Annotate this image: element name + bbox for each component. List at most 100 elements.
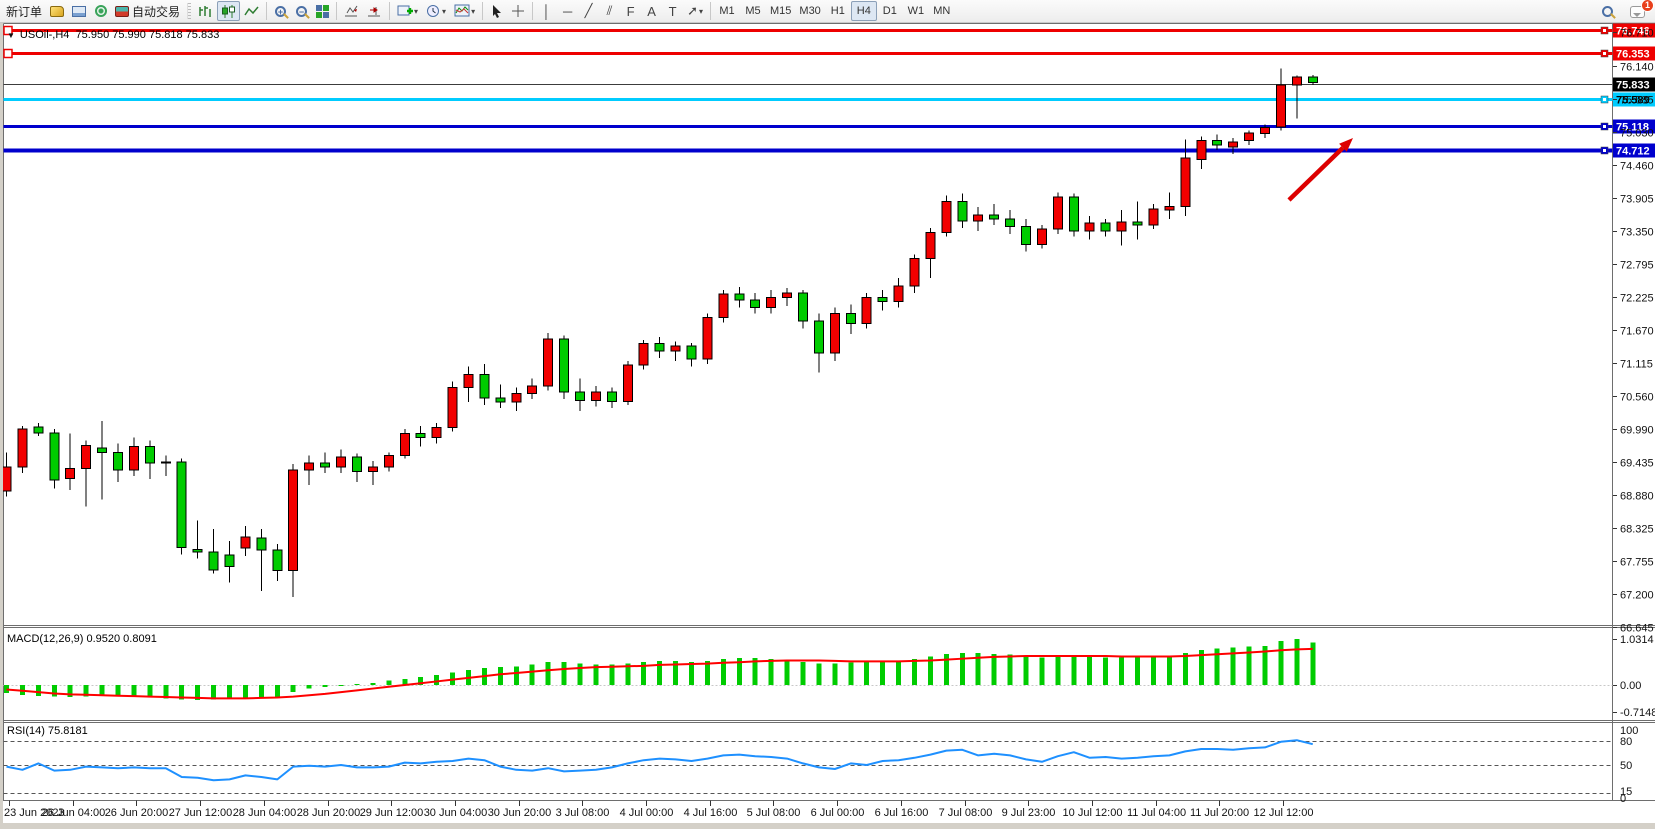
macd-bar bbox=[545, 661, 551, 685]
timeframe-mn[interactable]: MN bbox=[929, 1, 955, 21]
timeframe-m15[interactable]: M15 bbox=[766, 1, 795, 21]
timeframe-m5[interactable]: M5 bbox=[740, 1, 766, 21]
timeframe-w1[interactable]: W1 bbox=[903, 1, 929, 21]
symbol-dropdown-icon[interactable]: ▼ bbox=[7, 31, 15, 40]
candle bbox=[622, 364, 633, 403]
macd-bar bbox=[513, 666, 519, 685]
text-label-tool[interactable]: T bbox=[662, 1, 683, 21]
timeframe-m1[interactable]: M1 bbox=[714, 1, 740, 21]
timeframe-m30[interactable]: M30 bbox=[795, 1, 824, 21]
fibonacci-tool[interactable]: F bbox=[620, 1, 641, 21]
arrow-annotation[interactable] bbox=[1287, 138, 1353, 202]
candle bbox=[81, 444, 92, 469]
macd-bar bbox=[434, 675, 440, 685]
timeframe-h1[interactable]: H1 bbox=[825, 1, 851, 21]
candle bbox=[383, 454, 394, 468]
price-axis-label: 76.710 bbox=[1620, 28, 1654, 40]
market-watch-button[interactable] bbox=[68, 1, 90, 21]
macd-bar bbox=[1166, 655, 1172, 685]
candle bbox=[113, 451, 124, 471]
macd-indicator-label: MACD(12,26,9) 0.9520 0.8091 bbox=[7, 633, 157, 645]
zoom-out-button[interactable]: − bbox=[291, 1, 312, 21]
line-handle[interactable] bbox=[3, 48, 13, 59]
horizontal-line-tool[interactable]: ─ bbox=[557, 1, 578, 21]
time-axis-label: 30 Jun 20:00 bbox=[488, 807, 552, 819]
time-axis-label: 26 Jun 20:00 bbox=[105, 807, 169, 819]
candle bbox=[1084, 222, 1095, 232]
price-axis-label: 72.225 bbox=[1620, 293, 1654, 305]
arrows-tool[interactable]: ➚ ▾ bbox=[683, 1, 707, 21]
time-axis-label: 6 Jul 00:00 bbox=[811, 807, 865, 819]
candlestick-chart-button[interactable] bbox=[217, 1, 241, 21]
dropdown-arrow-icon: ▾ bbox=[414, 6, 419, 16]
notifications-button[interactable]: 1 bbox=[1626, 0, 1654, 22]
time-axis-label: 9 Jul 23:00 bbox=[1002, 807, 1056, 819]
crosshair-tool-button[interactable] bbox=[507, 1, 529, 21]
candle bbox=[1228, 141, 1239, 148]
macd-bar bbox=[577, 663, 583, 685]
new-order-button[interactable]: 新订单 bbox=[2, 1, 46, 21]
candle bbox=[1164, 206, 1175, 211]
candle bbox=[65, 467, 76, 479]
price-axis-label: 69.990 bbox=[1620, 425, 1654, 437]
macd-bar bbox=[1262, 645, 1268, 685]
chart-svg[interactable]: 76.74676.35375.83375.58975.11874.71276.7… bbox=[0, 23, 1655, 829]
window-edge-left bbox=[0, 23, 3, 829]
vertical-line-tool[interactable]: │ bbox=[536, 1, 557, 21]
cursor-tool-button[interactable] bbox=[486, 1, 507, 21]
trendline-tool[interactable]: ╱ bbox=[578, 1, 599, 21]
candle bbox=[336, 456, 347, 468]
line-chart-button[interactable] bbox=[240, 1, 263, 21]
candle bbox=[1132, 221, 1143, 226]
macd-bar bbox=[816, 663, 822, 685]
bar-chart-button[interactable] bbox=[194, 1, 217, 21]
macd-bar bbox=[704, 660, 710, 685]
chart-canvas[interactable]: 76.746 76.353 75.833 75.589 75.118 74.712 76.7… bbox=[0, 23, 1655, 829]
search-button[interactable] bbox=[1597, 2, 1618, 22]
toolbar-drag-handle[interactable] bbox=[187, 3, 192, 19]
macd-bar bbox=[1310, 642, 1316, 685]
channel-tool[interactable]: ⫽ bbox=[599, 1, 620, 21]
candle bbox=[750, 299, 761, 309]
time-axis-label: 12 Jul 12:00 bbox=[1254, 807, 1314, 819]
monitor-icon bbox=[72, 5, 87, 17]
rsi-line bbox=[6, 739, 1314, 782]
crosshair-icon bbox=[512, 5, 525, 17]
candle bbox=[543, 338, 554, 387]
line-handle[interactable] bbox=[3, 25, 13, 36]
dropdown-arrow-icon: ▾ bbox=[442, 6, 447, 16]
macd-bar bbox=[768, 659, 774, 685]
auto-scroll-button[interactable] bbox=[340, 1, 363, 21]
signals-button[interactable] bbox=[90, 1, 111, 21]
macd-bar bbox=[306, 685, 312, 689]
zoom-in-icon: + bbox=[275, 5, 287, 17]
macd-bar bbox=[975, 652, 981, 685]
history-center-button[interactable] bbox=[46, 1, 68, 21]
top-toolbar: 新订单 自动交易 + − bbox=[0, 0, 1655, 23]
auto-trading-button[interactable]: 自动交易 bbox=[111, 1, 184, 21]
macd-bar bbox=[673, 660, 679, 685]
timeframe-h4[interactable]: H4 bbox=[850, 1, 877, 21]
macd-bar bbox=[242, 685, 248, 698]
zoom-in-button[interactable]: + bbox=[270, 1, 291, 21]
candle bbox=[925, 232, 936, 260]
macd-bar bbox=[864, 661, 870, 685]
timeframe-d1[interactable]: D1 bbox=[877, 1, 903, 21]
macd-bar bbox=[1103, 657, 1109, 685]
profiles-button[interactable]: ▾ bbox=[422, 1, 450, 21]
candle bbox=[590, 391, 601, 401]
rsi-axis-label: 0 bbox=[1620, 793, 1626, 805]
text-tool[interactable]: A bbox=[641, 1, 662, 21]
indicators-button[interactable]: ▾ bbox=[450, 1, 479, 21]
macd-bar bbox=[67, 685, 73, 698]
candle bbox=[702, 317, 713, 360]
new-chart-button[interactable]: ▾ bbox=[393, 1, 422, 21]
candle bbox=[1036, 228, 1047, 245]
price-axis-label: 67.200 bbox=[1620, 590, 1654, 602]
price-axis-label: 75.585 bbox=[1620, 95, 1654, 107]
chart-shift-button[interactable] bbox=[363, 1, 386, 21]
macd-bar bbox=[752, 658, 758, 685]
tile-windows-button[interactable] bbox=[312, 1, 333, 21]
candle bbox=[1021, 226, 1032, 245]
candle bbox=[304, 462, 315, 471]
